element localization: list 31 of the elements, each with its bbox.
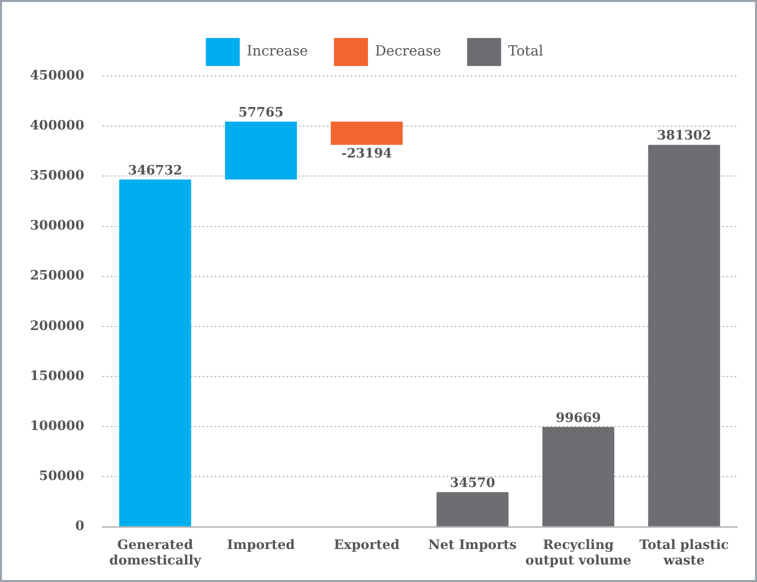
y-tick-label: 100000 [30, 418, 84, 434]
bar [330, 122, 403, 145]
y-tick-label: 450000 [30, 68, 84, 84]
data-label: 381302 [656, 128, 712, 144]
y-tick-label: 400000 [30, 118, 84, 134]
data-label: 99669 [556, 410, 601, 426]
data-label: 34570 [450, 476, 496, 492]
bar [436, 492, 508, 526]
legend-label: Increase [246, 44, 308, 60]
data-label: 57765 [238, 105, 284, 120]
x-tick-label: Exported [334, 538, 400, 553]
y-tick-label: 0 [75, 519, 84, 534]
legend-label: Total [508, 44, 544, 60]
x-tick-label: Total plastic waste [639, 538, 729, 569]
data-label: 346732 [128, 163, 182, 178]
bar [648, 144, 720, 526]
x-tick-label: Imported [227, 538, 295, 553]
y-tick-label: 300000 [30, 218, 84, 234]
x-tick-label: Generated domestically [109, 538, 202, 569]
x-tick-label: Recycling output volume [525, 538, 632, 569]
x-tick-label: Net Imports [428, 538, 517, 553]
bar [224, 122, 297, 180]
data-label: -23194 [341, 146, 392, 162]
legend-label: Decrease [374, 44, 442, 60]
bar [542, 426, 614, 526]
y-tick-label: 250000 [30, 268, 84, 284]
bar [119, 179, 192, 526]
y-tick-label: 150000 [30, 368, 84, 384]
y-tick-label: 50000 [39, 469, 84, 484]
y-tick-label: 350000 [30, 168, 84, 184]
y-tick-label: 200000 [30, 318, 84, 334]
